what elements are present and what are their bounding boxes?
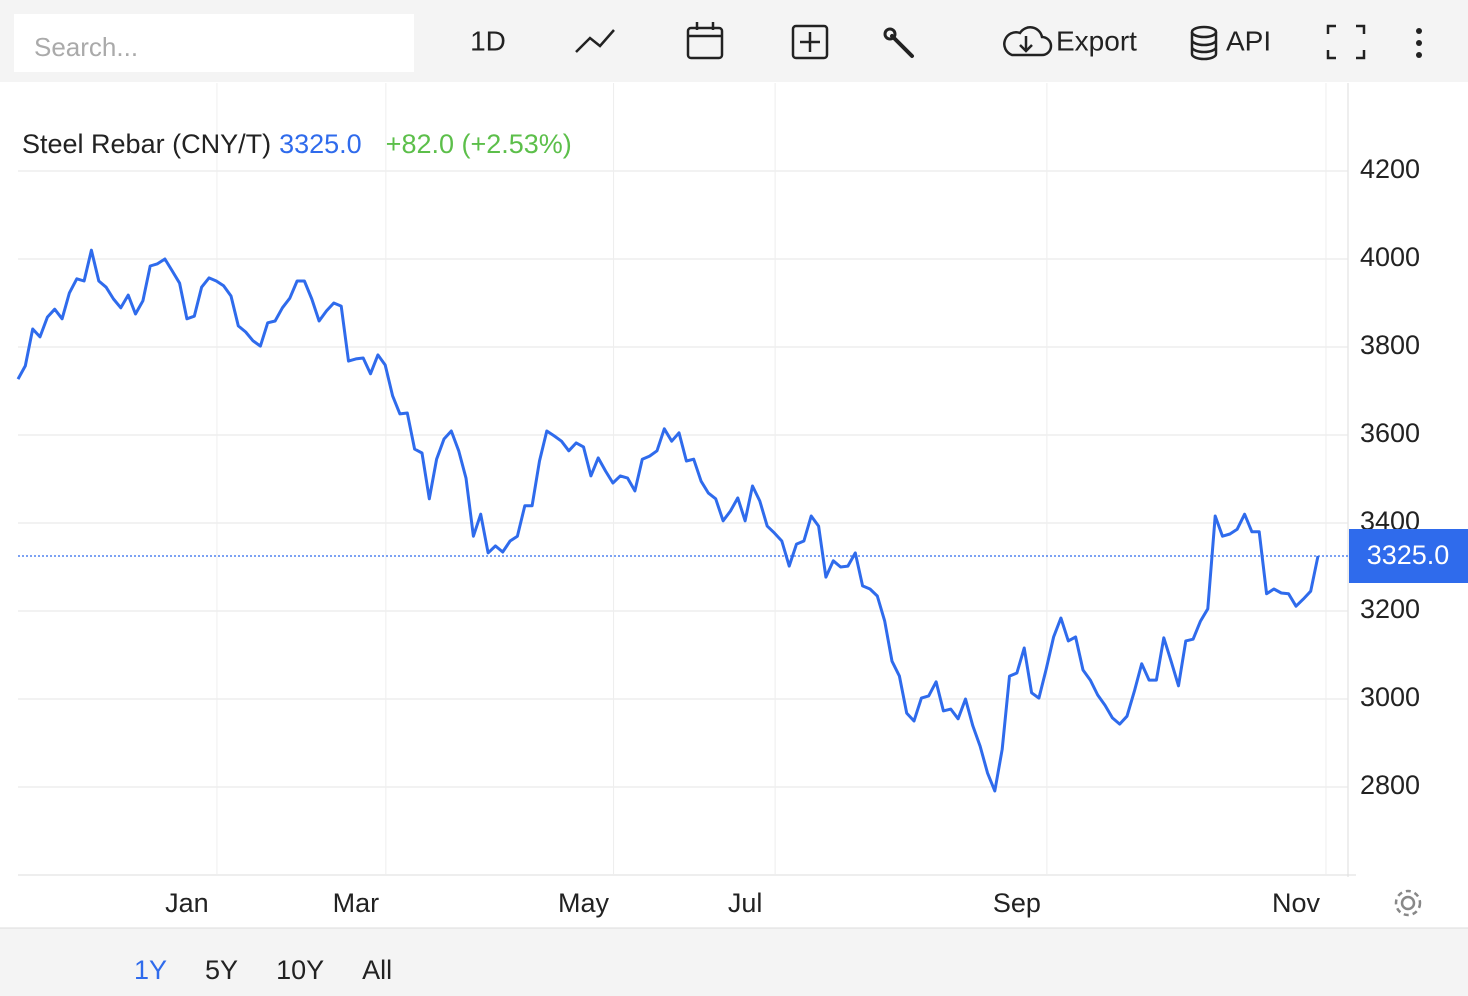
last-price-tag: [1349, 529, 1468, 583]
x-tick-label: Mar: [333, 888, 380, 918]
more-menu-icon[interactable]: [1416, 28, 1422, 58]
series-name: Steel Rebar (CNY/T): [22, 129, 271, 159]
add-icon[interactable]: [791, 24, 829, 60]
api-button[interactable]: API: [1226, 25, 1271, 56]
x-tick-label: Jan: [165, 888, 209, 918]
x-tick-label: May: [558, 888, 610, 918]
y-tick-label: 3000: [1360, 682, 1420, 712]
settings-wrench-icon[interactable]: [883, 27, 914, 58]
fullscreen-icon[interactable]: [1326, 24, 1366, 60]
y-tick-label: 3600: [1360, 418, 1420, 448]
search-box[interactable]: [14, 14, 414, 72]
api-icon[interactable]: [1190, 25, 1218, 61]
chart-type-icon[interactable]: [575, 29, 615, 53]
range-button[interactable]: 1Y: [134, 955, 167, 985]
export-button[interactable]: Export: [1056, 25, 1137, 56]
legend-price: 3325.0: [279, 129, 362, 159]
range-button[interactable]: 10Y: [276, 955, 324, 985]
gear-icon[interactable]: [1394, 889, 1422, 917]
calendar-icon[interactable]: [686, 22, 724, 60]
range-bar: [0, 928, 1468, 996]
export-icon[interactable]: [1003, 26, 1053, 57]
y-tick-label: 3200: [1360, 594, 1420, 624]
price-line: [16, 248, 1320, 793]
search-placeholder: Search...: [34, 32, 138, 62]
legend: Steel Rebar (CNY/T) 3325.0 +82.0 (+2.53%): [22, 129, 572, 159]
last-price-label: 3325.0: [1367, 540, 1450, 570]
x-tick-label: Nov: [1272, 888, 1321, 918]
y-tick-label: 3800: [1360, 330, 1420, 360]
x-tick-label: Jul: [728, 888, 763, 918]
y-tick-label: 4200: [1360, 154, 1420, 184]
legend-change: +82.0 (+2.53%): [386, 129, 572, 159]
y-tick-label: 4000: [1360, 242, 1420, 272]
range-button[interactable]: 5Y: [205, 955, 238, 985]
interval-button[interactable]: 1D: [470, 25, 506, 56]
range-button[interactable]: All: [362, 955, 392, 985]
x-tick-label: Sep: [993, 888, 1041, 918]
y-tick-label: 2800: [1360, 770, 1420, 800]
range-buttons: 1Y 5Y 10Y All: [134, 955, 392, 985]
